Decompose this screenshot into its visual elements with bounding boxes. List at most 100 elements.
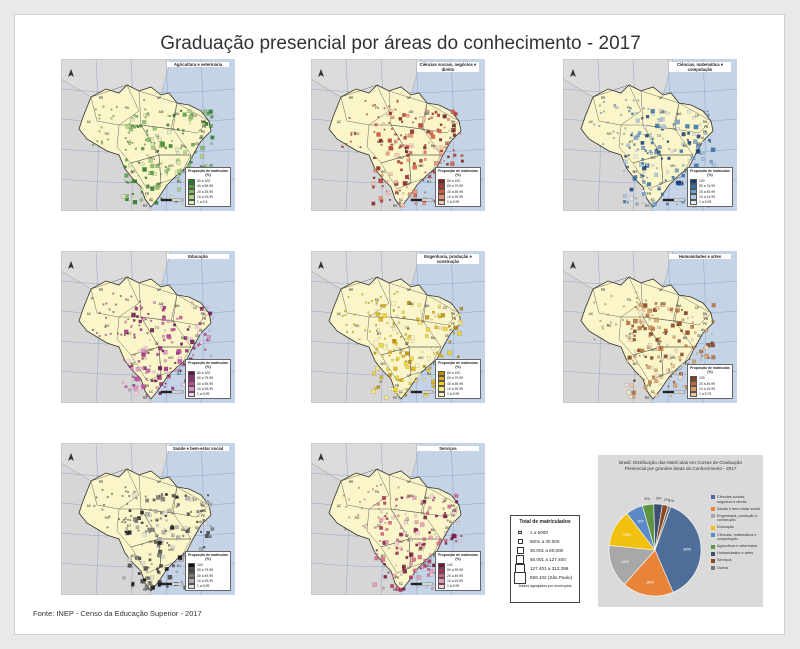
state-label: AP xyxy=(659,288,663,292)
state-label: PE xyxy=(451,130,455,134)
brazil-outline xyxy=(580,84,714,208)
legend-swatch xyxy=(438,386,445,392)
state-label: PI xyxy=(673,320,676,324)
legend-label: 60 a 79,99 xyxy=(447,376,464,381)
legend-label: 40 a 59,99 xyxy=(197,184,214,189)
legend-row: 10 a 24,99 xyxy=(690,194,730,200)
pie-legend-swatch xyxy=(711,558,715,563)
state-label: SC xyxy=(651,198,656,202)
map-legend: Proporção de matrículas (%) 80 a 100 60 a … xyxy=(185,358,231,399)
state-label: AL xyxy=(199,520,203,524)
state-label: PA xyxy=(627,106,632,110)
legend-row: 50 a 99,99 xyxy=(438,567,478,574)
state-label: PA xyxy=(627,298,632,302)
legend-label: 100 xyxy=(197,562,203,567)
state-label: RS xyxy=(393,204,397,208)
state-label: PA xyxy=(375,490,380,494)
state-label: MS xyxy=(131,170,136,174)
legend-swatch xyxy=(690,375,697,382)
pie-legend-label: Serviços xyxy=(717,558,732,563)
state-label: AC xyxy=(337,120,342,124)
legend-label: 1 a 9,99 xyxy=(447,200,460,205)
state-label: RJ xyxy=(427,372,431,376)
state-label: DF xyxy=(405,534,409,538)
legend-row: 25 a 49,99 xyxy=(690,189,730,195)
state-label: PI xyxy=(171,320,174,324)
legend-row: 50 a 74,99 xyxy=(690,183,730,190)
state-label: GO xyxy=(149,348,154,352)
legend-swatch xyxy=(690,386,697,392)
legend-row: 100 xyxy=(690,178,730,184)
state-label: SP xyxy=(407,374,411,378)
legend-swatch xyxy=(188,178,195,184)
state-label: AM xyxy=(159,302,164,306)
map-agri: RR AP AM PA MA CE RN PB PE AL SE BA PI TO AC RO MT GO DF MS… xyxy=(61,59,235,211)
state-label: SE xyxy=(195,142,199,146)
size-square xyxy=(517,539,523,544)
state-label: AP xyxy=(659,96,663,100)
pie-slice-label: 18% xyxy=(646,579,654,584)
brazil-outline xyxy=(580,276,714,400)
state-label: RR xyxy=(601,96,606,100)
state-label: PA xyxy=(125,490,130,494)
map-sau: RR AP AM PA MA CE RN PB PE AL SE BA PI TO AC RO MT GO DF MS… xyxy=(61,443,235,595)
state-label: GO xyxy=(399,156,404,160)
legend-swatch xyxy=(188,562,195,568)
state-label: SC xyxy=(399,390,404,394)
state-label: CE xyxy=(193,498,197,502)
legend-label: 1 a 9,99 xyxy=(699,200,712,205)
state-label: BA xyxy=(431,144,436,148)
legend-label: 40 a 59,99 xyxy=(447,381,464,386)
state-label: SE xyxy=(445,142,449,146)
legend-label: 50 a 79,99 xyxy=(197,568,214,573)
legend-label: 1 a 9,99 xyxy=(197,392,210,397)
state-label: RJ xyxy=(427,180,431,184)
state-label: PI xyxy=(171,128,174,132)
state-label: AC xyxy=(87,504,92,508)
legend-label: 100 xyxy=(447,562,453,567)
pie-legend-swatch xyxy=(711,495,715,500)
map-title: Saúde e bem-estar social xyxy=(167,446,229,451)
legend-swatch xyxy=(438,183,445,190)
legend-label: 20 a 39,99 xyxy=(197,386,214,391)
state-label: RO xyxy=(355,516,360,520)
legend-label: 1 a 9,99 xyxy=(197,584,210,589)
map-title: Humanidades e artes xyxy=(669,254,731,259)
pie-legend-label: Humanidades e artes xyxy=(717,551,754,556)
size-square xyxy=(514,571,526,584)
state-label: AM xyxy=(409,302,414,306)
state-label: MG xyxy=(168,164,174,168)
state-label: PI xyxy=(421,512,424,516)
state-label: SC xyxy=(149,390,154,394)
state-label: RN xyxy=(703,120,708,124)
legend-label: 1 a 9,79 xyxy=(699,392,712,397)
state-label: RN xyxy=(201,504,206,508)
legend-label: 60 a 100 xyxy=(197,178,211,183)
pie-slice-label: 38% xyxy=(683,547,691,552)
pie-legend: Ciências sociais, negócios e direito Saúd… xyxy=(711,495,761,573)
state-label: GO xyxy=(149,156,154,160)
legend-label: 100 xyxy=(699,178,705,183)
map-edu: RR AP AM PA MA CE RN PB PE AL SE BA PI TO AC RO MT GO DF MS… xyxy=(61,251,235,403)
state-label: PB xyxy=(202,317,206,321)
legend-swatch xyxy=(438,178,445,184)
state-label: PE xyxy=(451,514,455,518)
compass-icon xyxy=(318,69,324,77)
legend-header: Proporção de matrículas (%) xyxy=(188,552,228,562)
size-legend-row: 1 a 5000 xyxy=(514,528,576,537)
pie-legend-item: Educação xyxy=(711,525,761,530)
map-cien: RR AP AM PA MA CE RN PB PE AL SE BA PI TO AC RO MT GO DF MS… xyxy=(311,59,485,211)
state-label: DF xyxy=(155,342,159,346)
state-label: TO xyxy=(405,134,410,138)
state-label: AM xyxy=(159,110,164,114)
state-label: AC xyxy=(589,312,594,316)
legend-swatch xyxy=(690,189,697,195)
state-label: RR xyxy=(99,96,104,100)
size-legend-row: 659.102 (São Paulo) xyxy=(514,571,576,584)
state-label: MA xyxy=(677,112,683,116)
state-label: SC xyxy=(651,390,656,394)
pie-legend-label: Ciências sociais, negócios e direito xyxy=(717,495,747,504)
legend-swatch xyxy=(438,562,445,568)
state-label: PE xyxy=(201,130,205,134)
